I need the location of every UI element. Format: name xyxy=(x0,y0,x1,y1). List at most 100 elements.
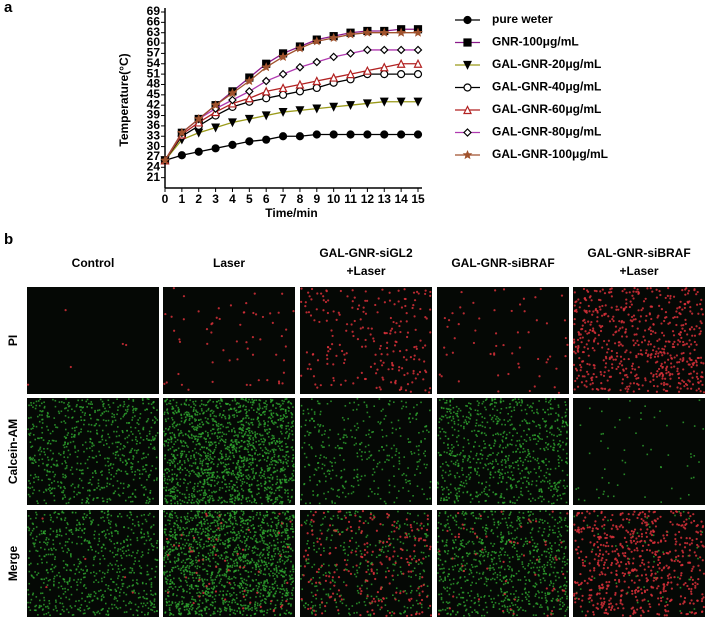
cell xyxy=(601,346,604,349)
cell xyxy=(552,449,554,451)
cell xyxy=(510,471,513,473)
cell xyxy=(584,321,587,324)
cell xyxy=(177,429,180,431)
cell xyxy=(258,399,261,401)
cell xyxy=(291,421,293,424)
cell xyxy=(486,493,488,496)
cell xyxy=(397,289,400,292)
cell xyxy=(393,344,397,347)
cell xyxy=(487,463,490,465)
cell xyxy=(477,467,480,470)
cell xyxy=(128,517,131,519)
cell xyxy=(488,444,491,447)
cell xyxy=(143,513,145,516)
cell xyxy=(121,430,124,432)
cell xyxy=(146,478,148,481)
cell xyxy=(38,414,41,416)
cell xyxy=(279,442,281,445)
cell xyxy=(344,495,347,498)
legend-marker xyxy=(463,105,472,115)
cell xyxy=(278,447,281,450)
cell xyxy=(409,441,412,443)
cell xyxy=(263,425,266,428)
cell xyxy=(237,435,239,438)
cell xyxy=(84,412,86,414)
column-header: +Laser xyxy=(619,264,658,278)
cell xyxy=(130,555,133,557)
cell xyxy=(467,473,470,476)
cell xyxy=(142,439,145,441)
cell xyxy=(233,502,236,505)
cell xyxy=(241,483,244,485)
cell xyxy=(426,429,428,432)
cell xyxy=(122,492,124,495)
cell xyxy=(171,405,174,408)
cell xyxy=(291,460,294,463)
cell xyxy=(215,405,217,408)
cell xyxy=(218,496,221,499)
cell xyxy=(205,404,208,406)
cell xyxy=(453,411,455,414)
cell xyxy=(279,495,281,498)
point xyxy=(193,113,204,124)
cell xyxy=(82,585,85,587)
cell xyxy=(521,469,523,472)
cell xyxy=(60,534,63,537)
cell xyxy=(394,379,397,382)
cell xyxy=(500,461,503,463)
cell xyxy=(450,460,453,463)
cell xyxy=(55,440,57,442)
cell xyxy=(362,420,365,422)
cell xyxy=(660,362,663,365)
cell xyxy=(272,471,275,474)
cell xyxy=(553,449,555,452)
cell xyxy=(528,389,531,393)
cell xyxy=(152,406,155,409)
cell xyxy=(287,422,290,424)
cell xyxy=(167,428,170,430)
cell xyxy=(558,434,561,436)
cell xyxy=(651,349,655,352)
cell xyxy=(181,500,184,502)
cell xyxy=(321,467,323,470)
cell xyxy=(462,458,464,461)
cell xyxy=(259,423,262,426)
cell xyxy=(126,406,129,408)
cell xyxy=(329,347,332,351)
cell xyxy=(429,308,432,311)
cell xyxy=(145,464,147,466)
cell xyxy=(100,609,103,611)
cell xyxy=(425,466,427,469)
cell xyxy=(215,423,218,426)
cell xyxy=(189,399,191,401)
cell xyxy=(51,457,54,460)
cell xyxy=(52,530,55,533)
cell xyxy=(456,495,458,498)
cell xyxy=(51,487,54,490)
cell xyxy=(318,429,320,432)
cell xyxy=(587,290,590,293)
cell xyxy=(287,492,289,495)
cell xyxy=(600,381,603,385)
cell xyxy=(242,462,245,465)
cell xyxy=(82,576,85,579)
cell xyxy=(178,434,180,437)
cell xyxy=(186,411,188,413)
cell xyxy=(544,425,547,428)
cell xyxy=(556,499,558,501)
cell xyxy=(426,498,429,500)
cell xyxy=(637,292,640,295)
cell xyxy=(391,367,394,371)
cell xyxy=(287,436,290,438)
cell xyxy=(242,466,245,468)
cell xyxy=(188,475,191,477)
cell xyxy=(593,367,596,370)
cell xyxy=(243,434,246,436)
cell xyxy=(393,501,396,504)
cell xyxy=(687,301,690,304)
cell xyxy=(563,479,566,482)
cell xyxy=(191,499,194,501)
cell xyxy=(399,435,402,437)
cell xyxy=(32,427,34,430)
cell xyxy=(453,337,456,340)
